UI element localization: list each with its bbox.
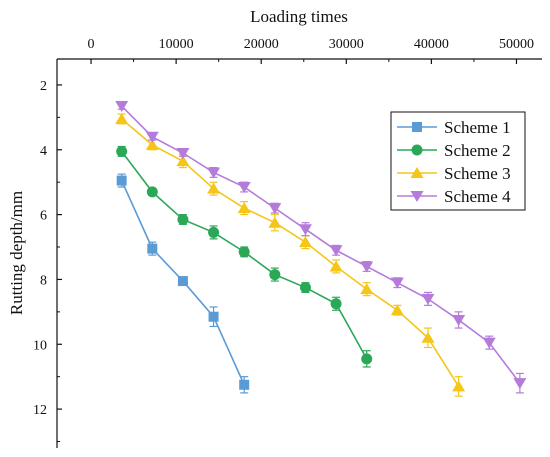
y-axis-title: Rutting depth/mm: [7, 191, 26, 315]
data-point: [329, 260, 343, 272]
data-point: [115, 101, 129, 113]
data-point: [361, 353, 373, 365]
data-point: [360, 261, 374, 273]
y-tick-label: 8: [40, 273, 47, 288]
series-4: [115, 101, 527, 394]
x-axis-ticks: 0 10000 20000 30000 40000 50000: [88, 37, 534, 64]
series-3: [115, 112, 466, 397]
data-point: [421, 331, 435, 343]
data-point: [298, 236, 312, 248]
legend-item: Scheme 3: [397, 164, 511, 183]
data-point: [482, 337, 496, 349]
legend-label: Scheme 2: [444, 141, 511, 160]
data-point: [116, 175, 127, 186]
legend-item: Scheme 4: [397, 187, 511, 206]
legend-label: Scheme 4: [444, 187, 511, 206]
data-point: [116, 145, 128, 157]
data-point: [176, 148, 190, 160]
series-1: [116, 173, 250, 394]
data-point: [208, 311, 219, 322]
data-point: [513, 378, 527, 390]
legend-label: Scheme 1: [444, 118, 511, 137]
data-point: [177, 276, 188, 287]
legend-marker: [410, 167, 424, 178]
y-axis-ticks: 2 4 6 8 10 12: [33, 79, 62, 443]
data-point: [268, 216, 282, 228]
data-point: [147, 243, 158, 254]
data-point: [145, 138, 159, 150]
data-point: [146, 186, 158, 198]
data-point: [421, 293, 435, 305]
data-point: [177, 213, 189, 225]
x-tick-label: 40000: [414, 37, 449, 52]
data-point: [207, 182, 221, 194]
x-axis-title: Loading times: [250, 7, 348, 26]
legend-item: Scheme 1: [397, 118, 511, 137]
data-point: [452, 314, 466, 326]
data-point: [390, 304, 404, 316]
legend-label: Scheme 3: [444, 164, 511, 183]
legend-marker: [410, 191, 424, 202]
data-point: [115, 112, 129, 124]
data-point: [208, 226, 220, 238]
x-tick-label: 50000: [499, 37, 534, 52]
y-tick-label: 10: [33, 338, 47, 353]
series-2: [116, 145, 373, 368]
x-tick-label: 20000: [244, 37, 279, 52]
data-point: [269, 269, 281, 281]
x-tick-label: 10000: [159, 37, 194, 52]
x-tick-label: 0: [88, 37, 95, 52]
legend-item: Scheme 2: [397, 141, 511, 160]
legend: Scheme 1 Scheme 2 Scheme 3 Scheme 4: [390, 111, 526, 211]
data-point: [299, 282, 311, 294]
y-tick-label: 4: [40, 144, 47, 159]
data-point: [238, 246, 250, 258]
data-point: [145, 131, 159, 143]
data-point: [207, 167, 221, 179]
data-point: [298, 224, 312, 236]
y-tick-label: 6: [40, 209, 47, 224]
legend-items: Scheme 1 Scheme 2 Scheme 3 Scheme 4: [397, 118, 511, 206]
x-tick-label: 30000: [329, 37, 364, 52]
axes: [56, 58, 542, 448]
y-tick-label: 12: [33, 403, 47, 418]
data-point: [237, 182, 251, 194]
data-point: [329, 245, 343, 257]
data-point: [268, 203, 282, 215]
data-point: [360, 283, 374, 295]
y-tick-label: 2: [40, 79, 47, 94]
data-point: [452, 380, 466, 392]
data-point: [239, 379, 250, 390]
data-point: [390, 277, 404, 289]
data-point: [237, 202, 251, 214]
legend-marker: [411, 144, 423, 156]
data-point: [330, 298, 342, 310]
plot-area: [115, 101, 527, 397]
data-point: [176, 155, 190, 167]
legend-marker: [412, 122, 422, 132]
